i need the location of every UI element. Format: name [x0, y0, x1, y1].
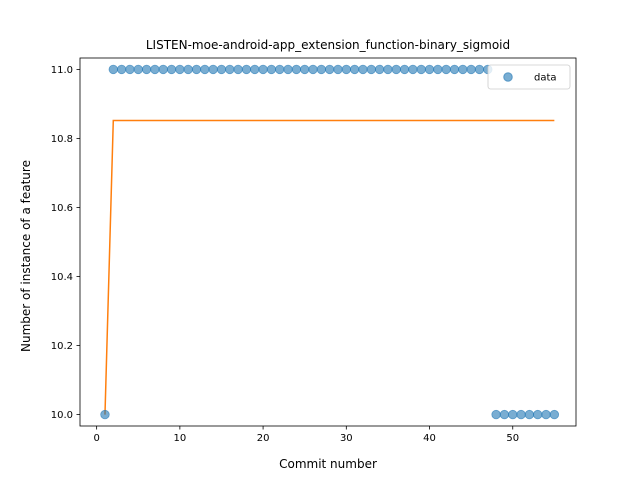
data-point	[275, 64, 285, 75]
data-point	[108, 64, 118, 75]
data-point	[141, 64, 152, 75]
data-point	[399, 64, 410, 75]
data-point	[458, 64, 468, 75]
data-point	[391, 64, 401, 75]
data-point	[349, 64, 360, 75]
data-point	[216, 64, 227, 75]
x-tick-label: 30	[340, 433, 353, 444]
y-tick-label: 10.8	[51, 134, 73, 145]
data-point	[499, 409, 510, 420]
data-point	[533, 409, 543, 420]
plot-area	[79, 57, 577, 427]
x-axis-label: Commit number	[279, 457, 377, 471]
y-tick-label: 10.0	[51, 410, 73, 421]
legend: data	[487, 64, 571, 90]
data-point	[241, 64, 252, 75]
data-point	[233, 64, 243, 75]
data-point	[516, 409, 526, 420]
x-tick-label: 20	[257, 433, 270, 444]
data-point	[116, 64, 127, 75]
data-point	[266, 64, 277, 75]
x-tick-label: 10	[173, 433, 186, 444]
x-tick-label: 40	[423, 433, 436, 444]
y-axis-label: Number of instance of a feature	[19, 160, 33, 352]
data-point	[208, 64, 218, 75]
data-point	[324, 64, 335, 75]
axes-frame	[79, 57, 577, 427]
data-point	[341, 64, 352, 75]
x-tick-label: 0	[93, 433, 99, 444]
data-point	[466, 64, 476, 75]
data-point	[200, 64, 210, 75]
data-point	[549, 409, 560, 420]
data-point	[383, 64, 393, 75]
data-point	[283, 64, 293, 75]
data-point	[416, 64, 426, 75]
data-point	[433, 64, 443, 75]
data-point	[183, 64, 193, 75]
legend-marker	[503, 72, 513, 82]
y-tick-label: 11.0	[51, 65, 73, 76]
data-point	[291, 64, 302, 75]
data-point	[524, 409, 535, 420]
data-point	[166, 64, 177, 75]
data-point	[133, 64, 143, 75]
data-point	[250, 64, 260, 75]
data-point	[175, 64, 185, 75]
data-point	[449, 64, 460, 75]
data-point	[225, 64, 235, 75]
legend-box	[487, 64, 571, 90]
data-point	[316, 64, 327, 75]
data-point	[366, 64, 376, 75]
data-point	[258, 64, 268, 75]
data-point	[474, 64, 485, 75]
fit-line	[104, 119, 555, 415]
data-point	[424, 64, 435, 75]
data-point	[158, 64, 168, 75]
legend-label: data	[534, 73, 557, 84]
y-tick-label: 10.2	[51, 341, 73, 352]
data-point	[374, 64, 385, 75]
x-tick-label: 50	[506, 433, 519, 444]
data-point	[333, 64, 343, 75]
y-tick-label: 10.6	[51, 203, 73, 214]
data-point	[508, 409, 518, 420]
y-tick-label: 10.4	[51, 272, 73, 283]
chart-title: LISTEN-moe-android-app_extension_functio…	[146, 38, 510, 52]
data-point	[150, 64, 160, 75]
data-point	[300, 64, 310, 75]
data-point	[358, 64, 368, 75]
data-point	[100, 409, 110, 420]
data-point	[125, 64, 135, 75]
data-point	[441, 64, 451, 75]
data-point	[408, 64, 418, 75]
data-point	[191, 64, 202, 75]
data-point	[491, 409, 501, 420]
data-point	[541, 409, 551, 420]
x-axis: 0 10 20 30 40 50	[93, 426, 519, 444]
y-axis: 10.0 10.2 10.4 10.6 10.8 11.0	[51, 65, 80, 421]
data-point	[308, 64, 318, 75]
